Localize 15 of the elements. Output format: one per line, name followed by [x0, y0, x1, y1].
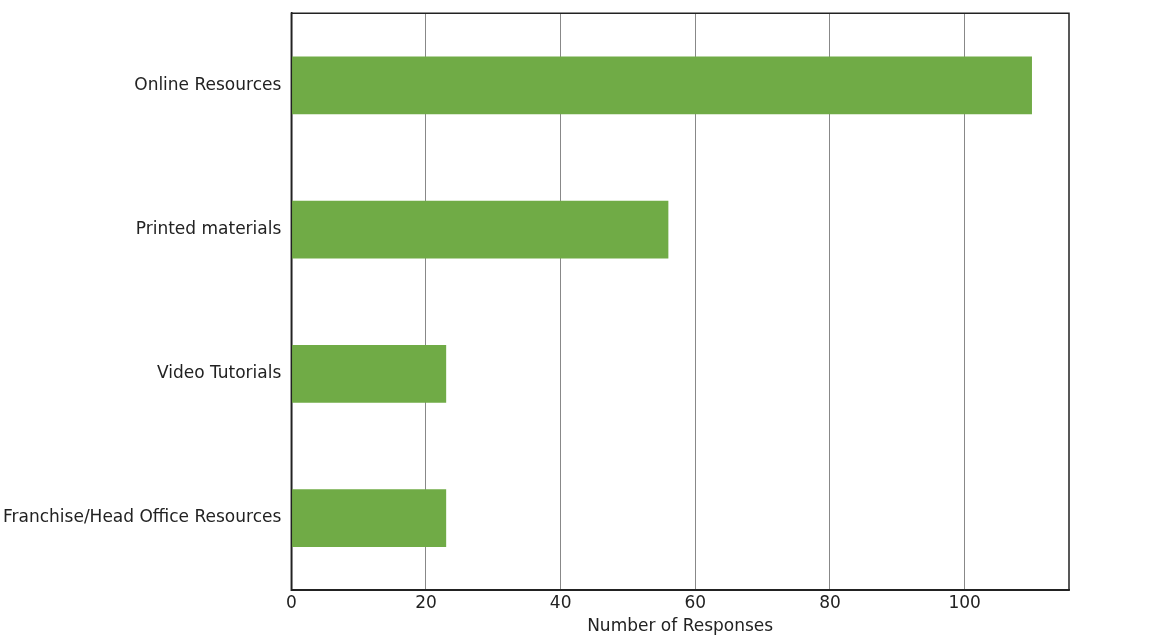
bar	[291, 489, 447, 547]
y-tick-label: Online Resources	[134, 73, 282, 94]
bar	[291, 200, 669, 259]
x-tick-label: 0	[285, 591, 297, 612]
x-tick-label: 80	[819, 591, 841, 612]
x-tick-label: 60	[684, 591, 707, 612]
y-tick-label: Printed materials	[135, 218, 282, 238]
x-tick-label: 100	[948, 591, 981, 612]
x-axis-title: Number of Responses	[587, 615, 774, 636]
y-tick-label: Video Tutorials	[156, 362, 282, 383]
x-tick-label: 40	[549, 591, 572, 612]
bar	[291, 344, 447, 403]
y-tick-label: Franchise/Head Office Resources	[3, 506, 282, 527]
x-tick-label: 20	[415, 591, 437, 612]
bar	[291, 56, 1032, 115]
